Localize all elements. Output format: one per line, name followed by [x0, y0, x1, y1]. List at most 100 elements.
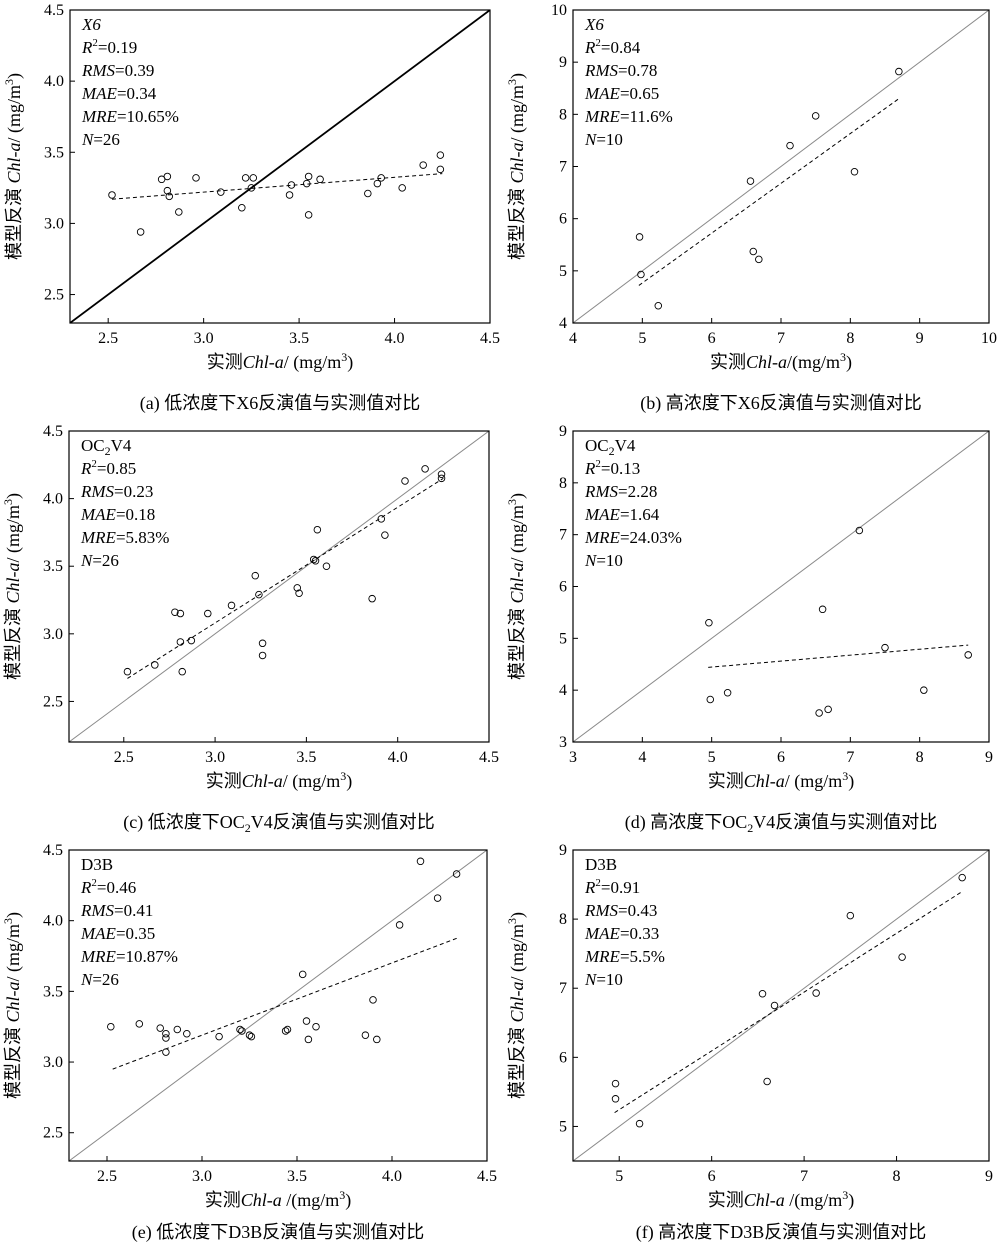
stat-rms: RMS=0.23: [80, 482, 153, 501]
stat-n: N=10: [584, 551, 623, 570]
y-tick-label: 9: [559, 842, 567, 859]
stat-rms: RMS=0.78: [584, 61, 657, 80]
data-point: [176, 638, 185, 646]
x-tick-label: 6: [708, 1168, 716, 1185]
y-tick-label: 6: [559, 211, 567, 228]
data-point: [749, 247, 758, 256]
data-point: [281, 1027, 290, 1035]
one-to-one-line: [573, 431, 989, 742]
data-point: [245, 1031, 254, 1039]
fit-line: [614, 891, 962, 1114]
data-point: [295, 589, 303, 598]
plot-frame: [69, 9, 491, 324]
data-point: [763, 1077, 771, 1086]
y-tick-label: 6: [559, 579, 567, 596]
data-point: [304, 211, 313, 219]
x-tick-label: 5: [615, 1168, 623, 1185]
x-tick-label: 4: [569, 330, 577, 347]
fit-line: [127, 477, 444, 679]
x-axis-label: 实测Chl-a /(mg/m3): [205, 1188, 352, 1211]
x-tick-label: 9: [985, 749, 993, 766]
data-point: [398, 184, 406, 192]
data-point: [322, 562, 331, 570]
data-point: [964, 651, 972, 659]
y-axis-label: 模型反演 Chl-a/ (mg/m3): [2, 73, 25, 260]
figure-caption: (e) 低浓度下D3B反演值与实测值对比: [132, 1222, 424, 1243]
data-point: [204, 609, 212, 618]
stat-mae: MAE=1.64: [584, 505, 660, 524]
stat-rms: RMS=2.28: [584, 482, 657, 501]
data-point: [373, 179, 382, 188]
figure-caption: (f) 高浓度下D3B反演值与实测值对比: [636, 1222, 927, 1243]
data-point: [227, 601, 236, 610]
figure-caption: (a) 低浓度下X6反演值与实测值对比: [140, 393, 420, 414]
x-tick-label: 4.5: [480, 330, 500, 347]
stat-r2: R2=0.84: [584, 37, 641, 57]
data-point: [238, 1027, 246, 1035]
fit-line: [708, 644, 969, 668]
data-point: [635, 1119, 644, 1128]
stat-n: N=26: [81, 130, 120, 149]
data-point: [312, 1022, 320, 1031]
data-point: [433, 894, 442, 902]
data-point: [368, 594, 376, 603]
fit-line: [112, 937, 459, 1070]
y-tick-label: 4.0: [43, 491, 63, 508]
stat-r2: R2=0.91: [584, 877, 640, 897]
stat-r2: R2=0.85: [80, 458, 136, 478]
data-point: [755, 255, 763, 264]
y-tick-label: 8: [559, 911, 567, 928]
y-tick-label: 3: [559, 734, 567, 751]
data-point: [746, 177, 755, 185]
data-point: [247, 184, 256, 192]
stat-mae: MAE=0.18: [80, 505, 155, 524]
data-point: [156, 1024, 164, 1032]
data-point: [361, 1031, 370, 1039]
stat-mae: MAE=0.34: [81, 84, 157, 103]
x-tick-label: 4.5: [477, 1168, 497, 1185]
x-tick-label: 5: [708, 749, 716, 766]
figure-caption: (b) 高浓度下X6反演值与实测值对比: [640, 393, 922, 414]
data-point: [162, 1030, 170, 1038]
data-point: [249, 174, 258, 182]
data-point: [705, 619, 713, 627]
data-point: [176, 609, 185, 618]
x-tick-label: 8: [893, 1168, 901, 1185]
data-point: [187, 636, 196, 645]
data-point: [247, 1032, 256, 1041]
data-point: [635, 233, 644, 241]
x-tick-label: 10: [981, 330, 997, 347]
y-tick-label: 2.5: [43, 693, 63, 710]
data-point: [437, 474, 446, 483]
x-tick-label: 9: [985, 1168, 993, 1185]
scatter-panel-5: 2.5 3.0 3.5 4.0 4.5 2.5 3.0 3.5 4.0 4.5 D3B R2=0.46…: [1, 842, 497, 1243]
plot-frame: [68, 430, 490, 743]
data-point: [958, 873, 966, 882]
y-tick-label: 2.5: [43, 1125, 63, 1142]
x-tick-label: 2.5: [114, 749, 134, 766]
y-tick-label: 2.5: [44, 287, 64, 304]
data-point: [654, 302, 663, 310]
x-tick-label: 2.5: [97, 1168, 117, 1185]
y-tick-label: 4: [559, 315, 567, 332]
stat-n: N=10: [584, 130, 623, 149]
data-point: [304, 1035, 313, 1044]
x-axis-label: 实测Chl-a/(mg/m3): [710, 350, 852, 373]
y-axis-label: 模型反演 Chl-a/ (mg/m3): [1, 912, 24, 1099]
data-point: [173, 1025, 182, 1034]
one-to-one-line: [69, 431, 489, 742]
data-point: [437, 470, 446, 479]
y-tick-label: 10: [551, 2, 567, 19]
data-point: [377, 515, 386, 523]
y-tick-label: 4.0: [43, 913, 63, 930]
stat-mre: MRE=24.03%: [584, 528, 682, 547]
data-point: [304, 172, 313, 181]
stat-r2: R2=0.19: [81, 37, 137, 57]
x-tick-label: 3.5: [289, 330, 309, 347]
stat-mre: MRE=5.5%: [584, 947, 665, 966]
y-tick-label: 7: [559, 159, 567, 176]
x-tick-label: 4.0: [382, 1168, 402, 1185]
model-name: D3B: [81, 855, 113, 874]
data-point: [163, 172, 172, 181]
